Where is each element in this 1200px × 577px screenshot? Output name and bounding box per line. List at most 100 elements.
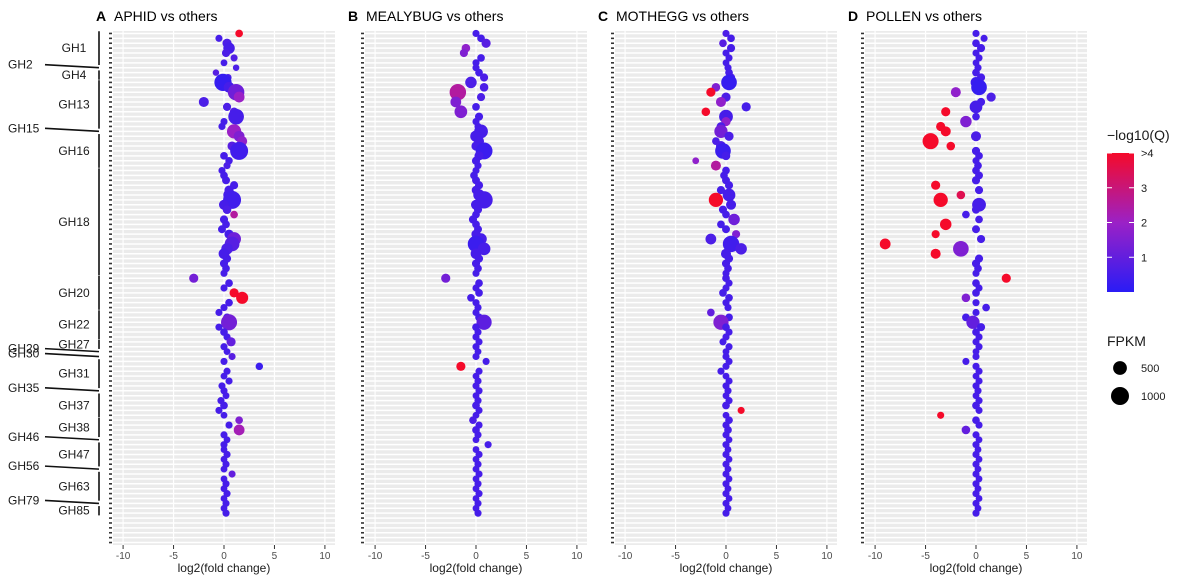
- data-point: [726, 44, 736, 53]
- color-legend-label: 3: [1141, 183, 1147, 195]
- data-point: [222, 102, 232, 111]
- data-point: [233, 91, 245, 103]
- data-point: [235, 29, 243, 38]
- x-tick-label: -10: [868, 551, 883, 562]
- x-axis: -10 -5 0 5 10 log2(fold change): [116, 545, 331, 575]
- data-point: [477, 54, 485, 62]
- data-point: [449, 83, 467, 101]
- data-point: [946, 141, 956, 151]
- data-point: [724, 304, 732, 312]
- x-tick-label: 5: [524, 551, 530, 562]
- data-point: [922, 133, 939, 150]
- data-point: [198, 96, 209, 108]
- data-point: [225, 377, 233, 385]
- data-point: [976, 234, 986, 244]
- data-points: [692, 29, 751, 517]
- data-point: [476, 93, 486, 102]
- data-point: [940, 126, 951, 137]
- family-label: GH4: [62, 68, 87, 82]
- data-point: [225, 279, 233, 287]
- data-point: [220, 401, 228, 410]
- family-gh22: GH22: [58, 310, 100, 340]
- family-label: GH47: [58, 447, 90, 461]
- data-point: [222, 509, 230, 517]
- family-label: GH56: [8, 459, 40, 473]
- family-gh35: GH35: [8, 381, 100, 395]
- x-tick-label: 0: [723, 551, 729, 562]
- x-tick-label: 5: [1024, 551, 1030, 562]
- data-point: [722, 348, 730, 356]
- data-point: [215, 34, 223, 42]
- data-point: [950, 87, 961, 98]
- data-point: [722, 235, 740, 253]
- data-point: [722, 509, 730, 517]
- size-legend-label: 500: [1141, 363, 1159, 375]
- family-gh29: GH29: [8, 342, 100, 356]
- data-point: [481, 38, 491, 48]
- family-label: GH31: [58, 367, 90, 381]
- data-point: [972, 308, 980, 317]
- data-point: [972, 29, 980, 38]
- y-axis-ticks: [611, 32, 614, 544]
- family-label: GH27: [58, 337, 90, 351]
- family-label: GH13: [58, 97, 90, 111]
- data-point: [705, 233, 717, 245]
- data-point: [956, 190, 966, 200]
- data-point: [961, 425, 971, 435]
- data-point: [728, 213, 740, 226]
- panel-title: MEALYBUG vs others: [366, 8, 503, 24]
- family-label: GH30: [8, 347, 40, 361]
- data-point: [717, 367, 725, 375]
- data-point: [722, 188, 736, 202]
- x-axis-label: log2(fold change): [178, 561, 271, 575]
- family-label: GH79: [8, 493, 40, 507]
- x-tick-label: 0: [221, 551, 227, 562]
- data-point: [218, 122, 226, 131]
- data-point: [722, 401, 730, 410]
- family-leader-line: [44, 387, 100, 392]
- data-point: [255, 362, 264, 371]
- data-point: [976, 323, 986, 332]
- family-label: GH2: [8, 58, 33, 72]
- family-gh2: GH2: [8, 58, 100, 72]
- panel-c: -10 -5 0 5 10 log2(fold change) C MOTHEGG vs ot…: [598, 8, 837, 575]
- family-gh18: GH18: [58, 168, 100, 276]
- data-point: [737, 406, 745, 414]
- size-legend-label: 1000: [1141, 391, 1165, 403]
- data-point: [962, 357, 970, 365]
- data-point: [1001, 273, 1011, 283]
- x-tick-label: -5: [421, 551, 430, 562]
- data-point: [961, 293, 971, 303]
- family-label: GH15: [8, 121, 40, 135]
- data-point: [230, 141, 249, 160]
- data-point: [475, 289, 483, 297]
- family-label: GH35: [8, 381, 40, 395]
- data-point: [975, 406, 983, 414]
- family-label: GH85: [58, 504, 90, 518]
- data-point: [472, 29, 480, 38]
- data-point: [482, 357, 490, 365]
- data-point: [721, 74, 737, 91]
- data-point: [215, 323, 223, 331]
- data-point: [953, 241, 969, 257]
- data-point: [732, 230, 741, 239]
- family-gh63: GH63: [58, 471, 100, 501]
- family-label: GH37: [58, 398, 90, 412]
- x-tick-label: 5: [272, 551, 278, 562]
- panel-title: APHID vs others: [114, 8, 217, 24]
- panels: -10 -5 0 5 10 log2(fold change) A APHID vs othe…: [96, 8, 1087, 575]
- x-tick-label: 0: [973, 551, 979, 562]
- data-point: [441, 273, 451, 283]
- data-point: [701, 107, 711, 117]
- data-point: [933, 192, 948, 208]
- data-points: [879, 29, 1011, 517]
- data-point: [719, 39, 727, 48]
- x-tick-label: 0: [473, 551, 479, 562]
- data-point: [225, 298, 233, 307]
- data-point: [982, 303, 990, 312]
- color-legend-label: 1: [1141, 252, 1147, 264]
- family-gh37: GH37: [58, 393, 100, 418]
- data-point: [972, 269, 980, 277]
- family-gh13: GH13: [58, 80, 100, 129]
